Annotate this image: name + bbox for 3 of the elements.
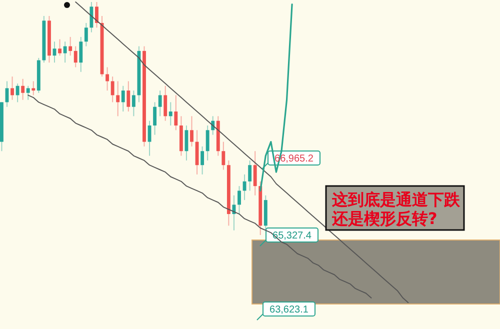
- annotation: 还是楔形反转?: [331, 209, 438, 228]
- annotation: 这到底是通道下跌: [331, 190, 461, 209]
- text: 63,623.1: [270, 304, 309, 316]
